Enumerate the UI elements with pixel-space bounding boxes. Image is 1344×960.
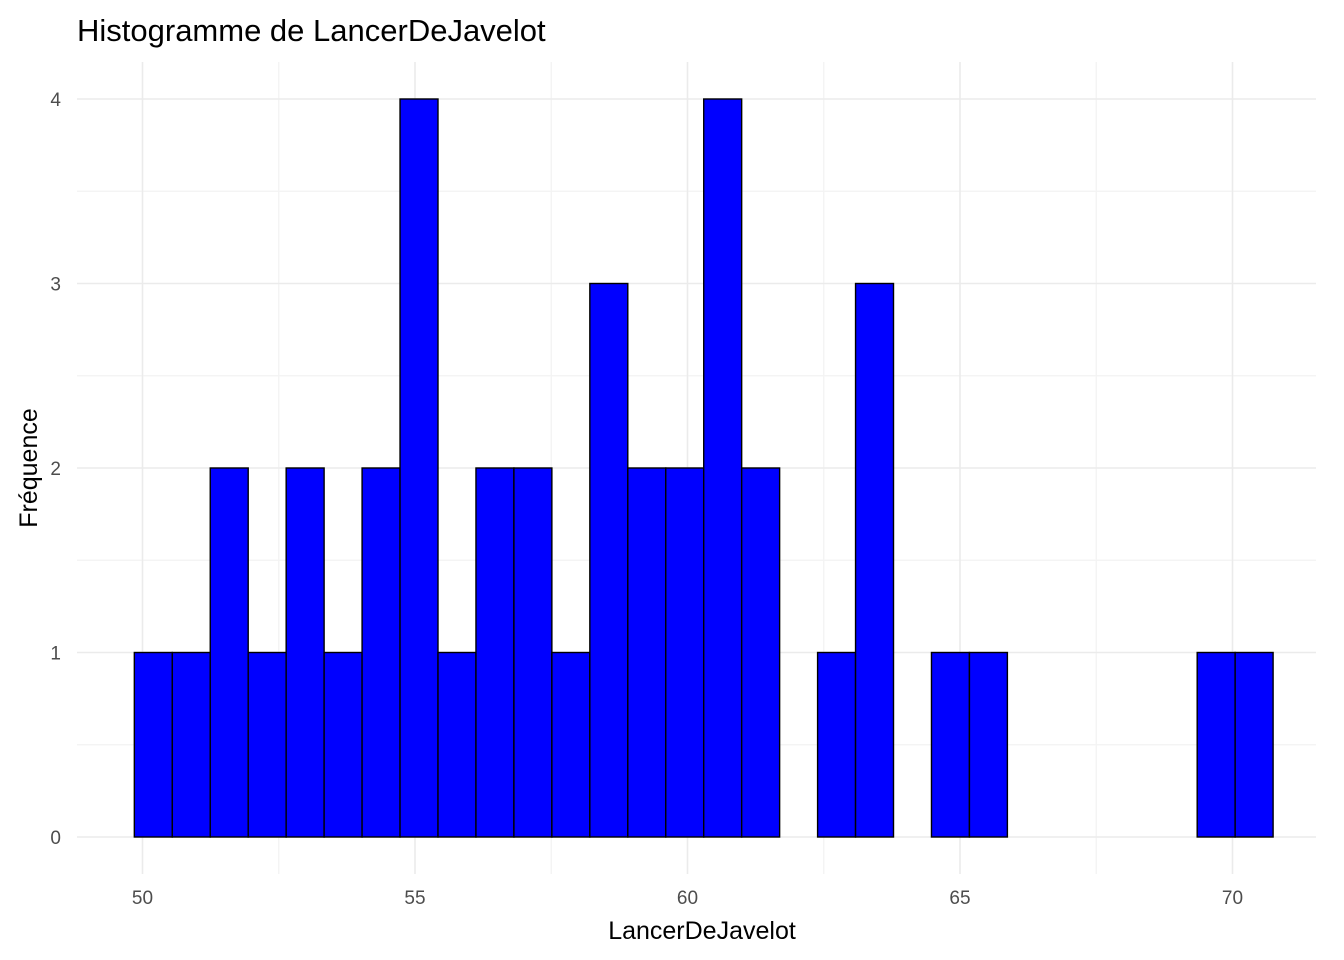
histogram-bar <box>361 467 401 838</box>
x-tick-label: 55 <box>404 888 425 909</box>
histogram-bars <box>133 98 1274 838</box>
histogram-bar <box>513 467 553 838</box>
y-tick-label: 3 <box>50 275 61 296</box>
chart-title: Histogramme de LancerDeJavelot <box>77 13 546 48</box>
y-axis-title: Fréquence <box>15 408 43 528</box>
x-axis-title: LancerDeJavelot <box>608 917 796 945</box>
histogram-bar <box>171 651 211 838</box>
histogram-bar <box>323 651 363 838</box>
histogram-bar <box>816 651 857 838</box>
histogram-bar <box>627 467 667 838</box>
y-tick-label: 0 <box>50 828 61 849</box>
x-tick-label: 70 <box>1222 888 1243 909</box>
histogram-bar <box>703 98 743 838</box>
histogram-bar <box>665 467 705 838</box>
histogram-bar <box>589 282 629 838</box>
histogram-bar <box>1234 651 1274 838</box>
histogram-bar <box>930 651 971 838</box>
y-tick-label: 1 <box>50 644 61 665</box>
histogram-bar <box>968 651 1009 838</box>
histogram-bar <box>1196 651 1236 838</box>
histogram-bar <box>437 651 477 838</box>
x-tick-label: 60 <box>677 888 698 909</box>
histogram-bar <box>133 651 173 838</box>
histogram-bar <box>209 467 249 838</box>
x-axis-ticks: 50 55 60 65 70 <box>132 888 1243 909</box>
histogram-bar <box>551 651 591 838</box>
histogram-bar <box>247 651 287 838</box>
y-tick-label: 2 <box>50 459 61 480</box>
y-axis-ticks: 0 1 2 3 4 <box>50 90 61 849</box>
x-tick-label: 50 <box>132 888 153 909</box>
histogram-bar <box>285 467 325 838</box>
histogram-bar <box>740 467 781 838</box>
y-tick-label: 4 <box>50 90 61 111</box>
histogram-bar <box>854 282 895 838</box>
histogram-bar <box>399 98 439 838</box>
x-tick-label: 65 <box>949 888 970 909</box>
histogram-bar <box>475 467 515 838</box>
